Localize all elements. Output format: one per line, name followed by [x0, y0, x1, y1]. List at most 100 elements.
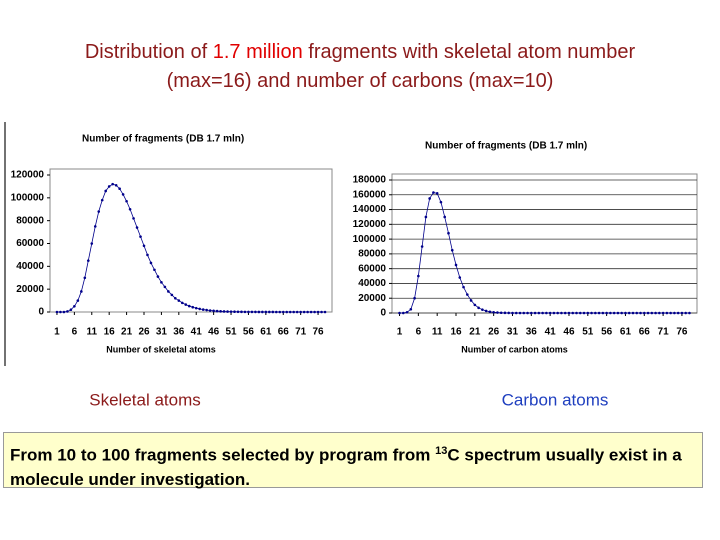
data-point	[469, 299, 473, 302]
data-point	[313, 310, 316, 314]
chart-title: Number of fragments (DB 1.7 mln)	[82, 134, 244, 145]
x-tick-label: 11	[432, 327, 443, 338]
x-tick-label: 66	[639, 327, 651, 338]
data-point	[135, 226, 139, 229]
data-point	[635, 311, 639, 315]
data-point	[302, 310, 306, 314]
data-point	[646, 311, 650, 315]
data-point	[609, 311, 612, 315]
data-point	[320, 310, 323, 314]
data-point	[533, 311, 537, 315]
data-point	[530, 311, 533, 315]
data-point	[146, 253, 149, 257]
caption: Skeletal atoms	[89, 390, 201, 409]
data-point	[153, 268, 156, 272]
data-point	[616, 311, 620, 315]
x-tick-label: 46	[208, 327, 220, 338]
data-point	[274, 310, 278, 314]
data-point	[243, 310, 247, 314]
slide-title: Distribution of 1.7 million fragments wi…	[40, 38, 680, 96]
data-point	[424, 215, 428, 219]
x-tick-label: 11	[86, 327, 97, 338]
data-point	[132, 217, 135, 220]
data-point	[226, 310, 229, 313]
x-tick-label: 31	[507, 327, 519, 338]
x-tick-label: 51	[225, 327, 237, 338]
data-point	[684, 311, 688, 315]
data-point	[432, 191, 435, 194]
x-axis-label: Number of skeletal atoms	[106, 344, 216, 354]
data-point	[86, 259, 90, 262]
data-point	[177, 299, 181, 302]
data-point	[401, 311, 405, 315]
note-box: From 10 to 100 fragments selected by pro…	[3, 432, 703, 489]
x-tick-label: 6	[72, 327, 78, 338]
data-point	[594, 311, 597, 315]
data-point	[676, 311, 680, 315]
data-point	[76, 299, 80, 302]
y-tick-label: 20000	[16, 284, 44, 295]
x-tick-label: 6	[416, 327, 422, 338]
data-point	[215, 309, 219, 313]
data-point	[669, 311, 672, 315]
data-point	[114, 183, 118, 187]
data-point	[111, 182, 114, 186]
x-tick-label: 61	[620, 327, 632, 338]
y-tick-label: 0	[380, 308, 386, 319]
data-point	[219, 310, 222, 313]
data-point	[642, 311, 646, 315]
data-point	[477, 306, 480, 310]
data-point	[254, 310, 257, 314]
x-axis-label: Number of carbon atoms	[461, 344, 568, 354]
y-tick-label: 80000	[16, 215, 44, 226]
data-point	[597, 311, 601, 315]
data-point	[66, 310, 69, 313]
x-tick-label: 1	[54, 327, 60, 338]
x-tick-label: 61	[260, 327, 272, 338]
x-tick-label: 71	[658, 327, 670, 338]
data-point	[222, 310, 226, 313]
data-point	[556, 311, 559, 315]
data-point	[511, 311, 514, 315]
data-point	[567, 311, 571, 315]
data-point	[174, 297, 177, 300]
data-point	[503, 311, 507, 315]
data-point	[160, 281, 163, 284]
data-point	[481, 308, 484, 311]
data-point	[560, 311, 563, 315]
data-point	[278, 310, 282, 314]
data-point	[578, 311, 582, 315]
data-point	[462, 285, 465, 289]
caption: Carbon atoms	[502, 390, 609, 409]
data-point	[285, 310, 289, 314]
data-point	[552, 311, 556, 315]
x-tick-label: 41	[191, 327, 203, 338]
data-point	[447, 231, 450, 235]
data-point	[83, 276, 87, 280]
x-tick-label: 56	[243, 327, 255, 338]
data-point	[62, 310, 66, 314]
data-point	[665, 311, 669, 315]
data-point	[688, 311, 691, 315]
data-point	[142, 244, 146, 248]
data-point	[212, 309, 215, 313]
data-point	[309, 310, 313, 314]
data-point	[612, 311, 616, 315]
y-tick-label: 100000	[11, 192, 45, 203]
data-point	[522, 311, 526, 315]
data-point	[673, 311, 676, 315]
chart-title: Number of fragments (DB 1.7 mln)	[425, 141, 587, 152]
data-point	[240, 310, 243, 314]
data-point	[639, 311, 642, 315]
data-point	[398, 311, 401, 315]
x-tick-label: 16	[450, 327, 462, 338]
data-point	[420, 245, 424, 248]
x-tick-label: 16	[104, 327, 116, 338]
data-point	[514, 311, 518, 315]
data-point	[605, 311, 608, 315]
data-point	[405, 310, 409, 314]
data-point	[488, 310, 492, 314]
title-text: Distribution of	[84, 41, 213, 63]
y-tick-label: 60000	[358, 263, 386, 274]
data-point	[268, 310, 271, 314]
